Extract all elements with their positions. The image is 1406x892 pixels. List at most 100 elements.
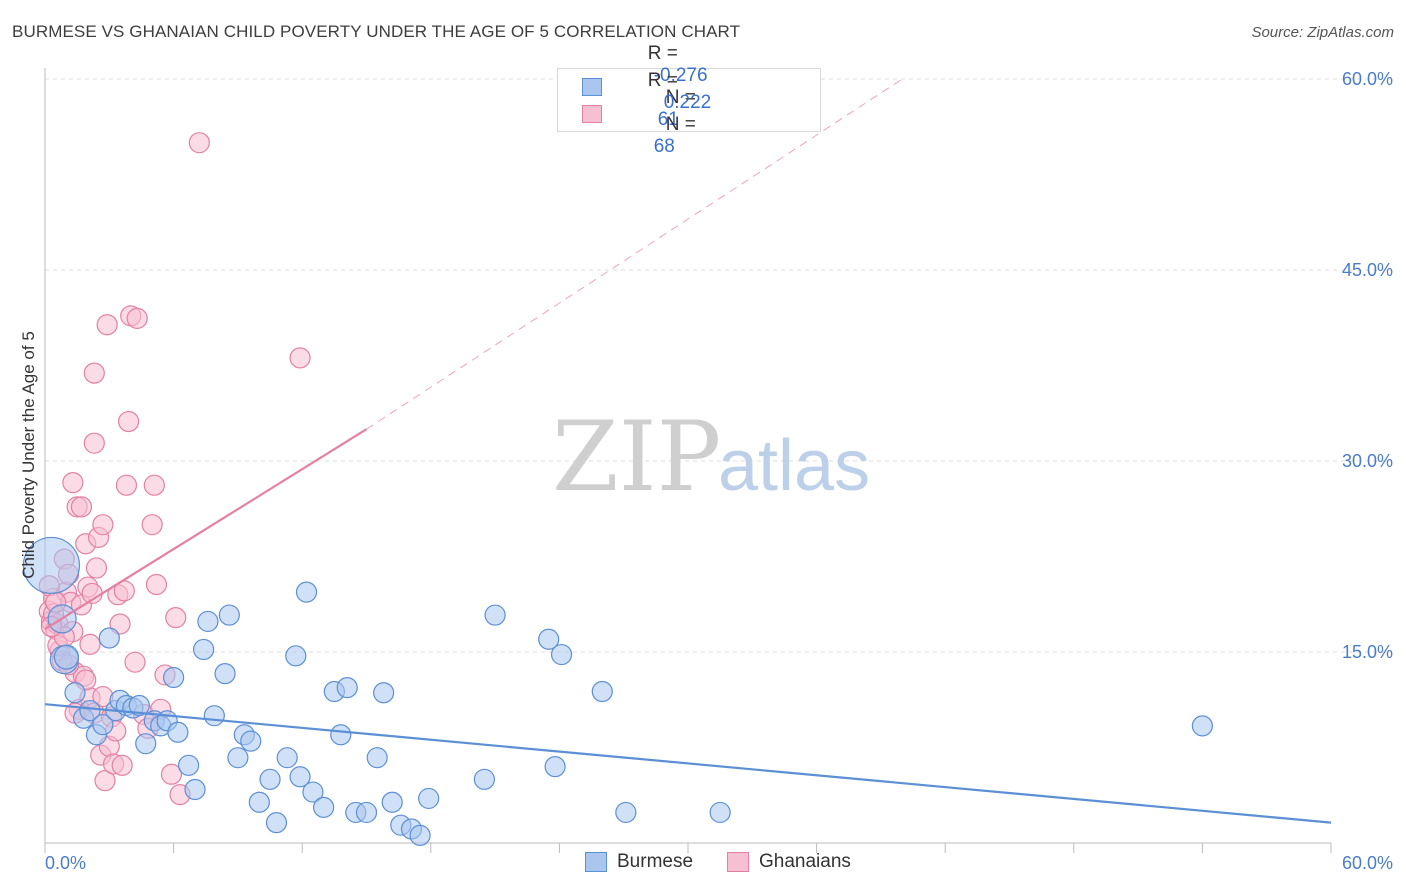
ghanaians-point-42 — [115, 474, 138, 496]
series-legend-label-burmese: Burmese — [617, 851, 694, 872]
burmese-trend-line — [44, 703, 1332, 824]
burmese-point-37 — [295, 581, 318, 603]
burmese-point-8 — [92, 713, 114, 736]
stats-legend: R = -0.276 N = 61 R = 0.222 N = 68 — [557, 43, 821, 157]
burmese-point-55 — [544, 755, 566, 778]
legend-r-value: -0.276 — [653, 65, 708, 86]
legend-n-value: 68 — [653, 136, 675, 157]
burmese-point-15 — [135, 733, 157, 755]
ghanaians-point-57 — [188, 132, 210, 154]
burmese-point-51 — [418, 787, 440, 810]
series-burmese — [22, 536, 1214, 846]
legend-r-label: R = — [647, 43, 678, 64]
burmese-point-57 — [591, 680, 613, 703]
burmese-point-23 — [193, 638, 215, 661]
gridlines — [45, 78, 1392, 653]
burmese-point-21 — [178, 754, 200, 776]
ghanaians-point-39 — [109, 613, 131, 635]
burmese-point-35 — [285, 645, 307, 667]
series-ghanaians — [38, 132, 311, 806]
legend-n-label: N = — [665, 114, 696, 135]
burmese-point-36 — [289, 766, 311, 788]
series-legend-label-ghanaians: Ghanaians — [759, 851, 851, 872]
burmese-point-4 — [64, 682, 86, 704]
ghanaians-point-31 — [92, 514, 114, 536]
ghanaians-point-40 — [111, 754, 133, 776]
burmese-point-34 — [276, 747, 298, 769]
ghanaians-point-25 — [83, 432, 105, 454]
series-legend-burmese: Burmese — [585, 851, 693, 873]
burmese-point-6 — [79, 699, 101, 722]
legend-n-label: N = — [665, 87, 696, 108]
series-legend-swatch-burmese — [585, 852, 607, 872]
legend-text-ghanaians: R = 0.222 N = 68 — [616, 48, 712, 180]
burmese-point-0 — [22, 536, 81, 595]
burmese-point-41 — [330, 724, 352, 746]
burmese-point-9 — [98, 627, 120, 649]
series-legend-ghanaians: Ghanaians — [727, 851, 851, 873]
trend-lines — [44, 78, 1332, 824]
watermark-atlas: atlas — [718, 426, 870, 506]
watermark: ZIP atlas — [552, 401, 870, 513]
ghanaians-point-22 — [79, 633, 101, 655]
tick-labels: 15.0% 30.0% 45.0% 60.0% 0.0% 60.0% — [45, 69, 1393, 873]
burmese-point-45 — [366, 747, 388, 769]
legend-r-value: 0.222 — [663, 92, 712, 113]
ghanaians-point-26 — [83, 362, 105, 384]
legend-swatch-ghanaians — [582, 105, 602, 123]
burmese-point-32 — [259, 768, 281, 790]
burmese-point-33 — [265, 812, 288, 834]
burmese-point-25 — [203, 705, 225, 727]
ghanaians-point-46 — [126, 307, 148, 329]
burmese-point-22 — [184, 778, 206, 801]
ghanaians-point-49 — [141, 514, 163, 536]
ghanaians-point-58 — [289, 347, 311, 369]
burmese-point-28 — [227, 747, 249, 769]
burmese-point-19 — [163, 666, 185, 689]
burmese-point-52 — [473, 768, 495, 790]
burmese-point-53 — [484, 604, 506, 626]
burmese-point-27 — [218, 604, 240, 626]
burmese-point-24 — [197, 610, 219, 633]
ghanaians-point-55 — [165, 607, 187, 629]
ghanaians-point-43 — [117, 410, 140, 433]
ghanaians-trend-line — [44, 428, 368, 631]
legend-swatch-burmese — [582, 78, 602, 96]
y-tick-label-0: 15.0% — [1342, 642, 1393, 662]
burmese-point-58 — [615, 801, 637, 824]
burmese-point-54 — [538, 628, 560, 650]
legend-r-label: R = — [647, 70, 678, 91]
ghanaians-point-33 — [96, 314, 118, 336]
burmese-point-26 — [214, 663, 236, 685]
ghanaians-point-45 — [124, 651, 146, 673]
series-legend-swatch-ghanaians — [727, 852, 749, 872]
burmese-point-31 — [248, 791, 270, 813]
burmese-point-39 — [313, 796, 335, 818]
chart-source: Source: ZipAtlas.com — [1251, 24, 1394, 41]
burmese-point-56 — [550, 643, 573, 666]
burmese-point-46 — [373, 682, 395, 704]
burmese-point-14 — [128, 694, 150, 717]
ghanaians-trend-extension — [366, 78, 903, 430]
y-tick-label-3: 60.0% — [1342, 69, 1393, 89]
burmese-point-44 — [355, 801, 378, 824]
watermark-zip: ZIP — [552, 401, 721, 513]
burmese-point-42 — [336, 677, 358, 699]
ghanaians-point-54 — [160, 763, 183, 785]
ghanaians-point-32 — [94, 770, 116, 792]
x-tick-label-1: 60.0% — [1342, 853, 1393, 873]
legend-text-burmese: R = -0.276 N = 61 — [616, 21, 708, 153]
ghanaians-point-51 — [145, 573, 168, 596]
ghanaians-point-50 — [143, 474, 165, 496]
burmese-point-20 — [167, 721, 189, 743]
burmese-point-47 — [381, 791, 403, 813]
legend-n-value: 61 — [657, 109, 679, 130]
burmese-point-3 — [53, 644, 80, 670]
y-axis-label: Child Poverty Under the Age of 5 — [19, 331, 38, 579]
burmese-point-50 — [409, 824, 431, 846]
axes — [44, 68, 1332, 853]
burmese-point-30 — [240, 730, 262, 752]
burmese-point-38 — [302, 781, 324, 803]
ghanaians-point-12 — [62, 472, 84, 494]
